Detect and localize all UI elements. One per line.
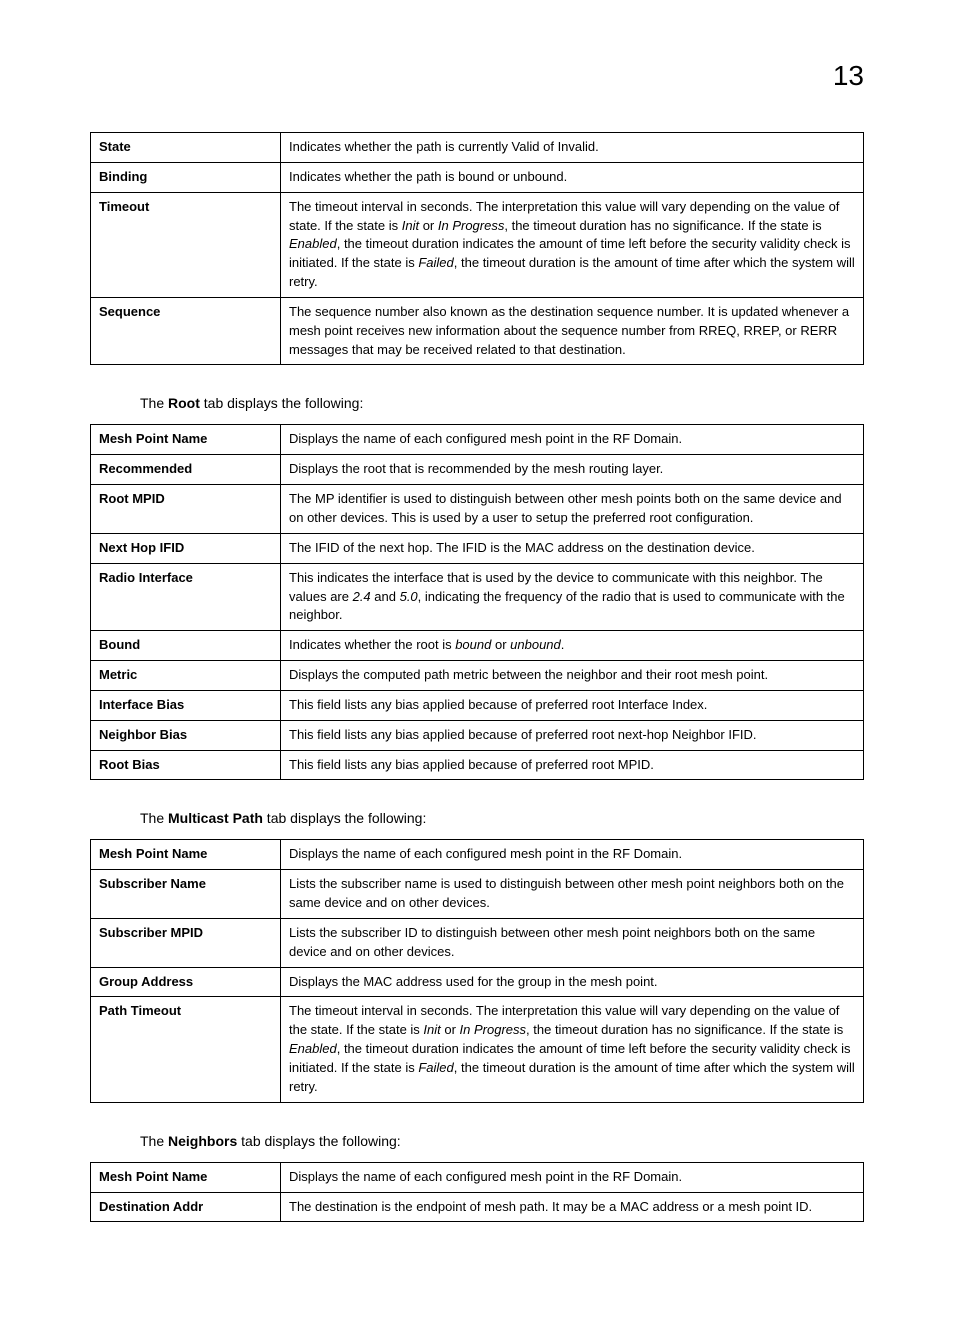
caption-root: The Root tab displays the following: xyxy=(140,393,864,414)
row-desc: Indicates whether the root is bound or u… xyxy=(281,631,864,661)
table-row: Root BiasThis field lists any bias appli… xyxy=(91,750,864,780)
row-desc: This field lists any bias applied becaus… xyxy=(281,690,864,720)
row-desc: Lists the subscriber name is used to dis… xyxy=(281,870,864,919)
row-desc: Displays the name of each configured mes… xyxy=(281,840,864,870)
row-label: Interface Bias xyxy=(91,690,281,720)
row-desc: The IFID of the next hop. The IFID is th… xyxy=(281,533,864,563)
row-label: Root MPID xyxy=(91,485,281,534)
row-label: Metric xyxy=(91,661,281,691)
row-desc: This field lists any bias applied becaus… xyxy=(281,750,864,780)
row-desc: This indicates the interface that is use… xyxy=(281,563,864,631)
row-label: Sequence xyxy=(91,297,281,365)
table-row: RecommendedDisplays the root that is rec… xyxy=(91,455,864,485)
row-desc: Displays the name of each configured mes… xyxy=(281,425,864,455)
table-multicast: Mesh Point NameDisplays the name of each… xyxy=(90,839,864,1102)
row-desc: Displays the MAC address used for the gr… xyxy=(281,967,864,997)
caption-pre: The xyxy=(140,395,168,411)
table-row: Path TimeoutThe timeout interval in seco… xyxy=(91,997,864,1102)
table-row: SequenceThe sequence number also known a… xyxy=(91,297,864,365)
caption-neighbors: The Neighbors tab displays the following… xyxy=(140,1131,864,1152)
row-label: Recommended xyxy=(91,455,281,485)
table-row: Neighbor BiasThis field lists any bias a… xyxy=(91,720,864,750)
row-desc: Lists the subscriber ID to distinguish b… xyxy=(281,918,864,967)
row-desc: Displays the root that is recommended by… xyxy=(281,455,864,485)
page-number: 13 xyxy=(90,60,864,92)
table-row: Root MPIDThe MP identifier is used to di… xyxy=(91,485,864,534)
row-label: Mesh Point Name xyxy=(91,840,281,870)
table-state: StateIndicates whether the path is curre… xyxy=(90,132,864,365)
page: 13 StateIndicates whether the path is cu… xyxy=(0,0,954,1322)
row-label: Neighbor Bias xyxy=(91,720,281,750)
table-root: Mesh Point NameDisplays the name of each… xyxy=(90,424,864,780)
table-row: Mesh Point NameDisplays the name of each… xyxy=(91,1162,864,1192)
table-row: BindingIndicates whether the path is bou… xyxy=(91,162,864,192)
row-desc: Indicates whether the path is currently … xyxy=(281,133,864,163)
row-label: Destination Addr xyxy=(91,1192,281,1222)
table-row: Group AddressDisplays the MAC address us… xyxy=(91,967,864,997)
row-label: Timeout xyxy=(91,192,281,297)
row-label: Bound xyxy=(91,631,281,661)
table-row: Subscriber MPIDLists the subscriber ID t… xyxy=(91,918,864,967)
caption-post: tab displays the following: xyxy=(237,1133,400,1149)
row-desc: The sequence number also known as the de… xyxy=(281,297,864,365)
table-row: Radio InterfaceThis indicates the interf… xyxy=(91,563,864,631)
table-row: Destination AddrThe destination is the e… xyxy=(91,1192,864,1222)
table-row: Mesh Point NameDisplays the name of each… xyxy=(91,425,864,455)
row-label: Radio Interface xyxy=(91,563,281,631)
row-desc: The timeout interval in seconds. The int… xyxy=(281,192,864,297)
row-desc: Displays the name of each configured mes… xyxy=(281,1162,864,1192)
caption-bold: Neighbors xyxy=(168,1133,237,1149)
caption-post: tab displays the following: xyxy=(263,810,426,826)
row-desc: The destination is the endpoint of mesh … xyxy=(281,1192,864,1222)
caption-post: tab displays the following: xyxy=(200,395,363,411)
row-desc: Indicates whether the path is bound or u… xyxy=(281,162,864,192)
table-row: MetricDisplays the computed path metric … xyxy=(91,661,864,691)
row-desc: The timeout interval in seconds. The int… xyxy=(281,997,864,1102)
row-label: Group Address xyxy=(91,967,281,997)
table-row: Interface BiasThis field lists any bias … xyxy=(91,690,864,720)
row-label: Root Bias xyxy=(91,750,281,780)
table-row: BoundIndicates whether the root is bound… xyxy=(91,631,864,661)
table-row: Subscriber NameLists the subscriber name… xyxy=(91,870,864,919)
table-row: StateIndicates whether the path is curre… xyxy=(91,133,864,163)
table-row: Mesh Point NameDisplays the name of each… xyxy=(91,840,864,870)
caption-pre: The xyxy=(140,810,168,826)
row-label: Mesh Point Name xyxy=(91,425,281,455)
row-label: State xyxy=(91,133,281,163)
row-label: Next Hop IFID xyxy=(91,533,281,563)
row-label: Subscriber MPID xyxy=(91,918,281,967)
caption-pre: The xyxy=(140,1133,168,1149)
row-label: Subscriber Name xyxy=(91,870,281,919)
caption-multicast: The Multicast Path tab displays the foll… xyxy=(140,808,864,829)
table-row: TimeoutThe timeout interval in seconds. … xyxy=(91,192,864,297)
row-desc: The MP identifier is used to distinguish… xyxy=(281,485,864,534)
table-row: Next Hop IFIDThe IFID of the next hop. T… xyxy=(91,533,864,563)
row-label: Mesh Point Name xyxy=(91,1162,281,1192)
caption-bold: Multicast Path xyxy=(168,810,263,826)
row-label: Path Timeout xyxy=(91,997,281,1102)
row-desc: This field lists any bias applied becaus… xyxy=(281,720,864,750)
row-label: Binding xyxy=(91,162,281,192)
table-neighbors: Mesh Point NameDisplays the name of each… xyxy=(90,1162,864,1223)
caption-bold: Root xyxy=(168,395,200,411)
row-desc: Displays the computed path metric betwee… xyxy=(281,661,864,691)
